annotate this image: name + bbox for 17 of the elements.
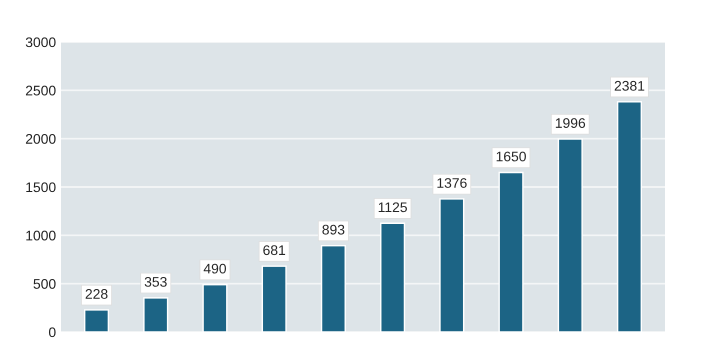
data-label: 353 [144, 276, 167, 287]
y-tick-label: 3000 [26, 37, 56, 48]
y-tick-label: 2000 [26, 134, 56, 144]
y-tick-label: 2500 [26, 86, 56, 96]
y-tick-label: 0 [48, 327, 56, 338]
data-label: 2381 [614, 80, 644, 91]
data-label: 490 [204, 264, 226, 274]
y-tick-label: 1000 [26, 230, 56, 241]
data-label: 1996 [556, 118, 586, 128]
y-tick-label: 1500 [26, 182, 56, 192]
y-tick-label: 500 [34, 279, 56, 289]
data-label: 893 [322, 224, 344, 235]
data-label: 1650 [496, 152, 526, 162]
data-label: 228 [86, 289, 108, 299]
data-label: 681 [263, 245, 286, 256]
data-label: 1376 [437, 178, 467, 188]
data-label: 1125 [378, 202, 407, 212]
